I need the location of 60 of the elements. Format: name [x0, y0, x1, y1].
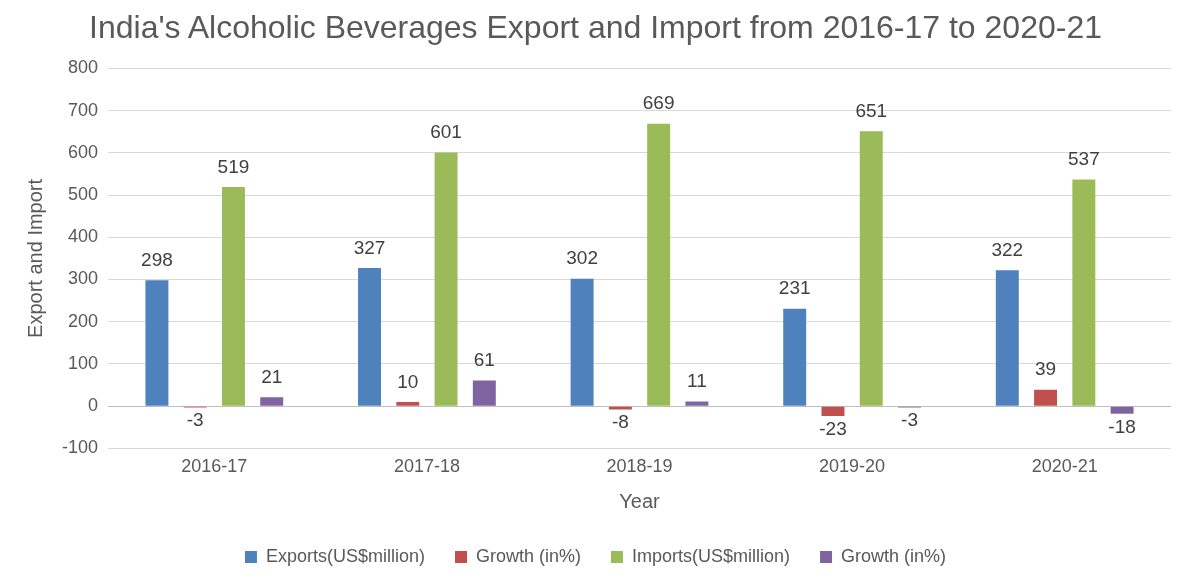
x-tick-label: 2018-19 — [606, 456, 673, 477]
data-label: 298 — [141, 249, 173, 271]
data-label: -18 — [1108, 415, 1136, 437]
bar — [221, 187, 245, 406]
y-tick-label: 600 — [67, 141, 99, 162]
y-tick-label: 0 — [88, 395, 99, 416]
legend-label: Exports(US$million) — [265, 545, 425, 566]
y-tick-label: 500 — [67, 184, 99, 205]
legend-label: Growth (in%) — [841, 545, 947, 566]
data-label: -8 — [611, 411, 629, 433]
data-label: -3 — [901, 409, 918, 431]
data-label: 651 — [855, 100, 888, 122]
data-label: 537 — [1067, 148, 1100, 170]
y-tick-label: 800 — [67, 57, 99, 78]
data-label: 302 — [566, 247, 598, 269]
data-label: 10 — [397, 370, 419, 392]
bar — [358, 268, 381, 406]
data-label: 322 — [991, 238, 1024, 260]
bar — [1034, 389, 1058, 406]
y-tick-label: 400 — [67, 226, 99, 247]
data-label: 21 — [261, 366, 283, 388]
legend-label: Growth (in%) — [475, 545, 582, 566]
bar — [1110, 406, 1134, 414]
x-tick-label: 2019-20 — [819, 456, 886, 477]
data-label: 669 — [642, 92, 675, 114]
bar — [260, 397, 284, 406]
data-label: -3 — [186, 409, 204, 431]
data-label: 11 — [687, 370, 707, 392]
data-label: 327 — [353, 236, 386, 258]
data-label: 519 — [217, 155, 250, 177]
bar — [685, 401, 709, 406]
y-tick-label: 100 — [67, 352, 99, 373]
x-tick-label: 2017-18 — [393, 456, 460, 477]
bar — [396, 401, 420, 406]
data-label: -23 — [819, 417, 847, 439]
y-tick-label: 300 — [67, 268, 99, 289]
y-tick-label: -100 — [62, 437, 99, 458]
x-axis-title: Year — [619, 489, 661, 512]
bar — [821, 406, 845, 416]
bar — [570, 278, 594, 406]
y-tick-label: 700 — [67, 99, 99, 120]
bar — [1072, 179, 1096, 406]
bar — [608, 406, 632, 410]
data-label: 61 — [473, 349, 495, 371]
chart-title: India's Alcoholic Beverages Export and Import from 2016-17 to 2020-21 — [89, 9, 1102, 46]
legend-label: Imports(US$million) — [632, 545, 791, 566]
bar — [472, 380, 496, 406]
data-label: 601 — [430, 121, 462, 143]
data-label: 231 — [778, 277, 811, 299]
bar — [995, 270, 1019, 406]
bar — [859, 131, 883, 406]
x-tick-label: 2016-17 — [181, 456, 248, 477]
x-tick-label: 2020-21 — [1031, 456, 1098, 477]
bar — [145, 280, 169, 406]
bar — [647, 123, 671, 406]
bar — [783, 308, 807, 406]
bar — [434, 152, 458, 406]
y-tick-label: 200 — [67, 310, 99, 331]
data-label: 39 — [1035, 358, 1057, 380]
y-axis-title: Export and Import — [23, 178, 46, 338]
